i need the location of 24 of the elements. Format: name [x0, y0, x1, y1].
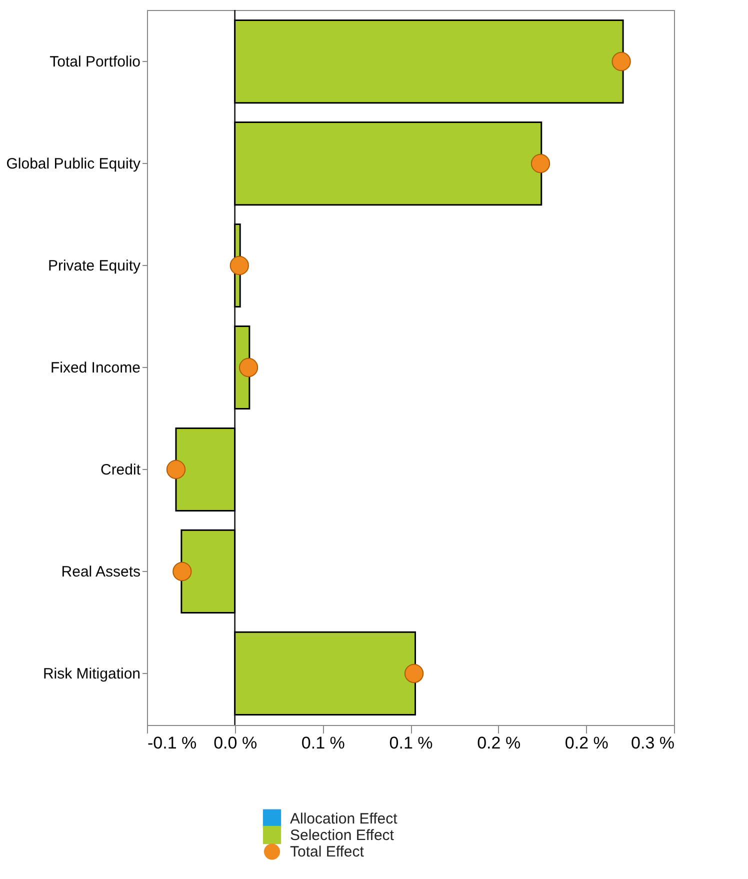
point [230, 256, 249, 276]
legend-label: Selection Effect [290, 827, 395, 844]
x-tick-label: 0.3 % [631, 734, 674, 752]
point [612, 52, 631, 72]
point [238, 358, 258, 378]
y-tick-label: Private Equity [48, 258, 141, 275]
x-tick-label: 0.0 % [214, 734, 258, 752]
y-tick-label: Fixed Income [50, 360, 140, 376]
legend-label: Allocation Effect [290, 810, 398, 828]
point [530, 154, 550, 174]
x-tick-label: -0.1 % [148, 734, 197, 752]
point [166, 460, 186, 480]
y-tick-label: Total Portfolio [50, 54, 140, 71]
x-tick-label: 0.1 % [301, 734, 345, 752]
y-tick-label: Real Assets [61, 563, 140, 580]
y-tick-label: Risk Mitigation [42, 665, 140, 682]
y-tick-label: Global Public Equity [6, 156, 141, 173]
x-tick-label: 0.2 % [477, 734, 521, 752]
legend-label: Total Effect [290, 844, 365, 861]
x-tick-label: 0.2 % [564, 734, 608, 752]
point [404, 664, 424, 684]
y-tick-label: Credit [100, 461, 142, 478]
point [172, 562, 192, 582]
x-tick-label: 0.1 % [389, 734, 433, 752]
